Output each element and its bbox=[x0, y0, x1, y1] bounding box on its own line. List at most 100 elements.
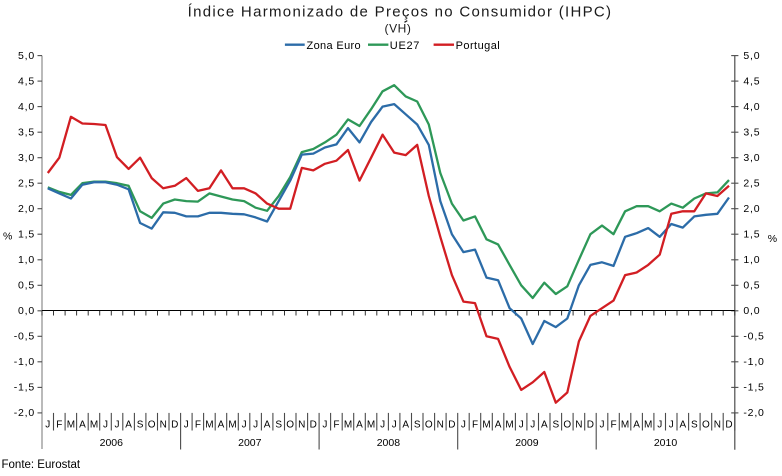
svg-text:Portugal: Portugal bbox=[456, 40, 501, 52]
svg-text:J: J bbox=[253, 420, 258, 431]
svg-text:-2,0: -2,0 bbox=[743, 407, 764, 419]
svg-text:M: M bbox=[90, 420, 98, 431]
svg-text:S: S bbox=[414, 420, 421, 431]
svg-text:2007: 2007 bbox=[238, 437, 262, 449]
svg-text:0,0: 0,0 bbox=[743, 305, 760, 317]
svg-text:M: M bbox=[644, 420, 652, 431]
svg-text:S: S bbox=[552, 420, 559, 431]
svg-text:A: A bbox=[679, 420, 686, 431]
svg-text:3,5: 3,5 bbox=[18, 126, 35, 138]
svg-text:1,0: 1,0 bbox=[743, 254, 760, 266]
svg-text:A: A bbox=[264, 420, 271, 431]
svg-text:A: A bbox=[125, 420, 132, 431]
svg-text:J: J bbox=[322, 420, 327, 431]
svg-text:UE27: UE27 bbox=[390, 40, 420, 52]
svg-text:3,0: 3,0 bbox=[743, 152, 760, 164]
svg-text:2008: 2008 bbox=[377, 437, 401, 449]
svg-text:A: A bbox=[541, 420, 548, 431]
svg-text:5,0: 5,0 bbox=[18, 50, 35, 62]
svg-text:F: F bbox=[472, 420, 478, 431]
svg-text:D: D bbox=[448, 420, 455, 431]
svg-text:J: J bbox=[461, 420, 466, 431]
svg-text:-2,0: -2,0 bbox=[14, 407, 35, 419]
svg-text:O: O bbox=[286, 420, 294, 431]
svg-text:2,5: 2,5 bbox=[18, 177, 35, 189]
svg-text:N: N bbox=[575, 420, 582, 431]
svg-text:0,0: 0,0 bbox=[18, 305, 35, 317]
svg-text:J: J bbox=[103, 420, 108, 431]
svg-text:-1,5: -1,5 bbox=[14, 382, 35, 394]
svg-text:J: J bbox=[657, 420, 662, 431]
svg-text:2,0: 2,0 bbox=[18, 203, 35, 215]
svg-text:4,5: 4,5 bbox=[743, 75, 760, 87]
svg-text:3,5: 3,5 bbox=[743, 126, 760, 138]
svg-text:Índice Harmonizado de Preços n: Índice Harmonizado de Preços no Consumid… bbox=[188, 4, 613, 21]
svg-text:O: O bbox=[702, 420, 710, 431]
svg-text:S: S bbox=[691, 420, 698, 431]
svg-text:N: N bbox=[160, 420, 167, 431]
svg-text:1,5: 1,5 bbox=[743, 228, 760, 240]
svg-text:J: J bbox=[45, 420, 50, 431]
svg-text:%: % bbox=[768, 233, 777, 245]
svg-text:A: A bbox=[402, 420, 409, 431]
svg-text:4,5: 4,5 bbox=[18, 75, 35, 87]
svg-text:4,0: 4,0 bbox=[743, 101, 760, 113]
svg-text:(VH): (VH) bbox=[384, 21, 411, 35]
svg-text:F: F bbox=[56, 420, 62, 431]
svg-text:2009: 2009 bbox=[515, 437, 539, 449]
svg-text:N: N bbox=[714, 420, 721, 431]
svg-text:J: J bbox=[669, 420, 674, 431]
svg-text:M: M bbox=[482, 420, 490, 431]
svg-text:J: J bbox=[242, 420, 247, 431]
svg-text:Fonte: Eurostat: Fonte: Eurostat bbox=[2, 459, 81, 471]
svg-text:3,0: 3,0 bbox=[18, 152, 35, 164]
svg-text:4,0: 4,0 bbox=[18, 101, 35, 113]
svg-text:D: D bbox=[171, 420, 178, 431]
svg-text:J: J bbox=[380, 420, 385, 431]
svg-text:F: F bbox=[610, 420, 616, 431]
svg-text:1,0: 1,0 bbox=[18, 254, 35, 266]
svg-text:2006: 2006 bbox=[100, 437, 124, 449]
svg-text:A: A bbox=[218, 420, 225, 431]
svg-text:2,5: 2,5 bbox=[743, 177, 760, 189]
svg-text:-1,0: -1,0 bbox=[14, 356, 35, 368]
svg-text:5,0: 5,0 bbox=[743, 50, 760, 62]
svg-text:J: J bbox=[519, 420, 524, 431]
svg-text:A: A bbox=[633, 420, 640, 431]
svg-text:J: J bbox=[600, 420, 605, 431]
svg-text:S: S bbox=[275, 420, 282, 431]
svg-text:N: N bbox=[298, 420, 305, 431]
svg-text:M: M bbox=[621, 420, 629, 431]
svg-text:J: J bbox=[392, 420, 397, 431]
svg-text:O: O bbox=[563, 420, 571, 431]
svg-text:M: M bbox=[67, 420, 75, 431]
svg-text:-0,5: -0,5 bbox=[14, 331, 35, 343]
svg-text:N: N bbox=[437, 420, 444, 431]
svg-text:J: J bbox=[530, 420, 535, 431]
svg-text:F: F bbox=[333, 420, 339, 431]
svg-text:M: M bbox=[505, 420, 513, 431]
svg-text:-1,0: -1,0 bbox=[743, 356, 764, 368]
svg-text:-0,5: -0,5 bbox=[743, 331, 764, 343]
svg-text:M: M bbox=[205, 420, 213, 431]
svg-text:2,0: 2,0 bbox=[743, 203, 760, 215]
svg-text:M: M bbox=[228, 420, 236, 431]
svg-text:2010: 2010 bbox=[654, 437, 678, 449]
svg-text:M: M bbox=[344, 420, 352, 431]
svg-text:M: M bbox=[367, 420, 375, 431]
svg-text:0,5: 0,5 bbox=[18, 280, 35, 292]
svg-text:S: S bbox=[137, 420, 144, 431]
svg-text:F: F bbox=[195, 420, 201, 431]
svg-text:D: D bbox=[587, 420, 594, 431]
svg-text:J: J bbox=[184, 420, 189, 431]
svg-text:1,5: 1,5 bbox=[18, 228, 35, 240]
svg-text:0,5: 0,5 bbox=[743, 280, 760, 292]
svg-text:D: D bbox=[725, 420, 732, 431]
svg-text:A: A bbox=[79, 420, 86, 431]
svg-text:O: O bbox=[425, 420, 433, 431]
svg-text:-1,5: -1,5 bbox=[743, 382, 764, 394]
svg-text:O: O bbox=[148, 420, 156, 431]
svg-text:A: A bbox=[356, 420, 363, 431]
svg-text:D: D bbox=[310, 420, 317, 431]
svg-text:A: A bbox=[495, 420, 502, 431]
